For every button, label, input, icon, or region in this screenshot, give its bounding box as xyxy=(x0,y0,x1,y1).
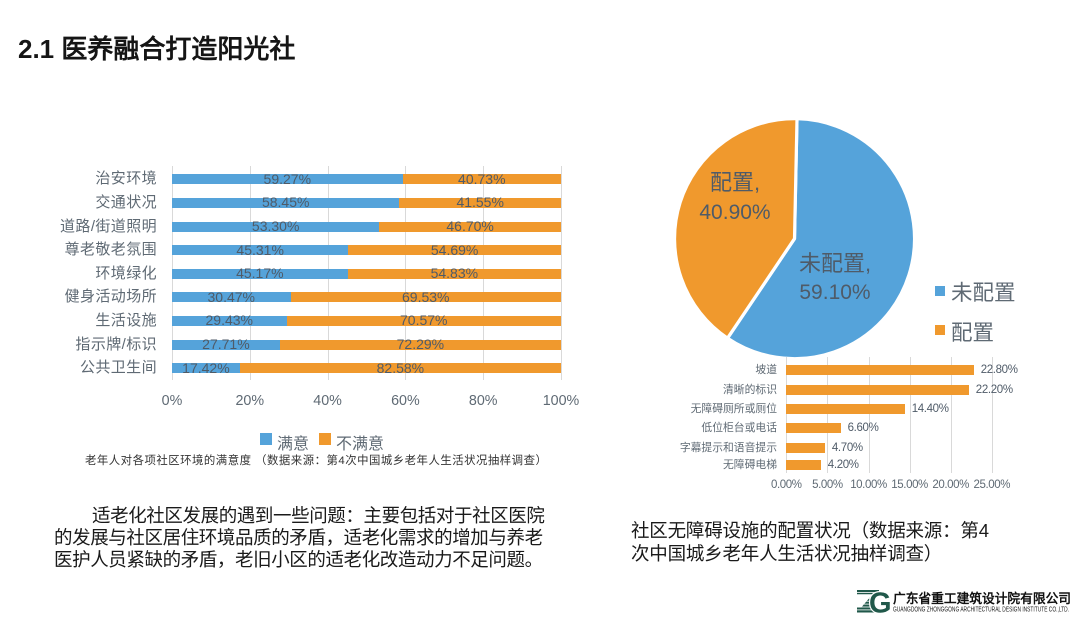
svg-text:G: G xyxy=(869,588,892,618)
svg-text:广东省重工建筑设计院有限公司: 广东省重工建筑设计院有限公司 xyxy=(893,590,1071,606)
svg-text:GUANGDONG ZHONGGONG ARCHITECTU: GUANGDONG ZHONGGONG ARCHITECTURAL DESIGN… xyxy=(893,607,1069,614)
svg-text:G: G xyxy=(869,588,892,618)
